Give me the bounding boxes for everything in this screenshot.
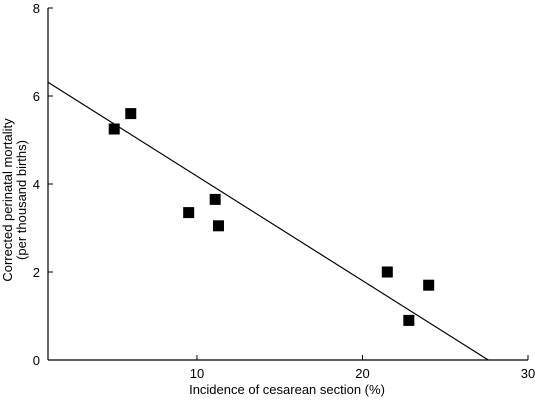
data-point: [381, 266, 393, 278]
y-axis-title-line2: (per thousand births): [14, 140, 29, 260]
axes: 0 2 4 6 8 10 20 30: [33, 1, 535, 381]
y-tick-label: 2: [33, 265, 40, 280]
y-tick-label: 4: [33, 177, 40, 192]
data-point: [209, 193, 221, 205]
x-tick-label: 20: [355, 366, 369, 381]
x-axis-title: Incidence of cesarean section (%): [189, 382, 385, 397]
data-point: [423, 279, 435, 291]
y-tick-label: 8: [33, 1, 40, 16]
data-point: [125, 108, 137, 120]
data-points: [108, 108, 435, 326]
y-tick-label: 6: [33, 89, 40, 104]
regression-line: [47, 81, 489, 361]
data-point: [183, 207, 195, 219]
data-point: [108, 123, 120, 135]
plot-area: [47, 81, 489, 361]
y-axis-title-line1: Corrected perinatal mortality: [0, 118, 15, 282]
data-point: [212, 220, 224, 232]
x-tick-label: 30: [521, 366, 535, 381]
x-tick-label: 10: [190, 366, 204, 381]
y-tick-label: 0: [33, 353, 40, 368]
data-point: [403, 314, 415, 326]
